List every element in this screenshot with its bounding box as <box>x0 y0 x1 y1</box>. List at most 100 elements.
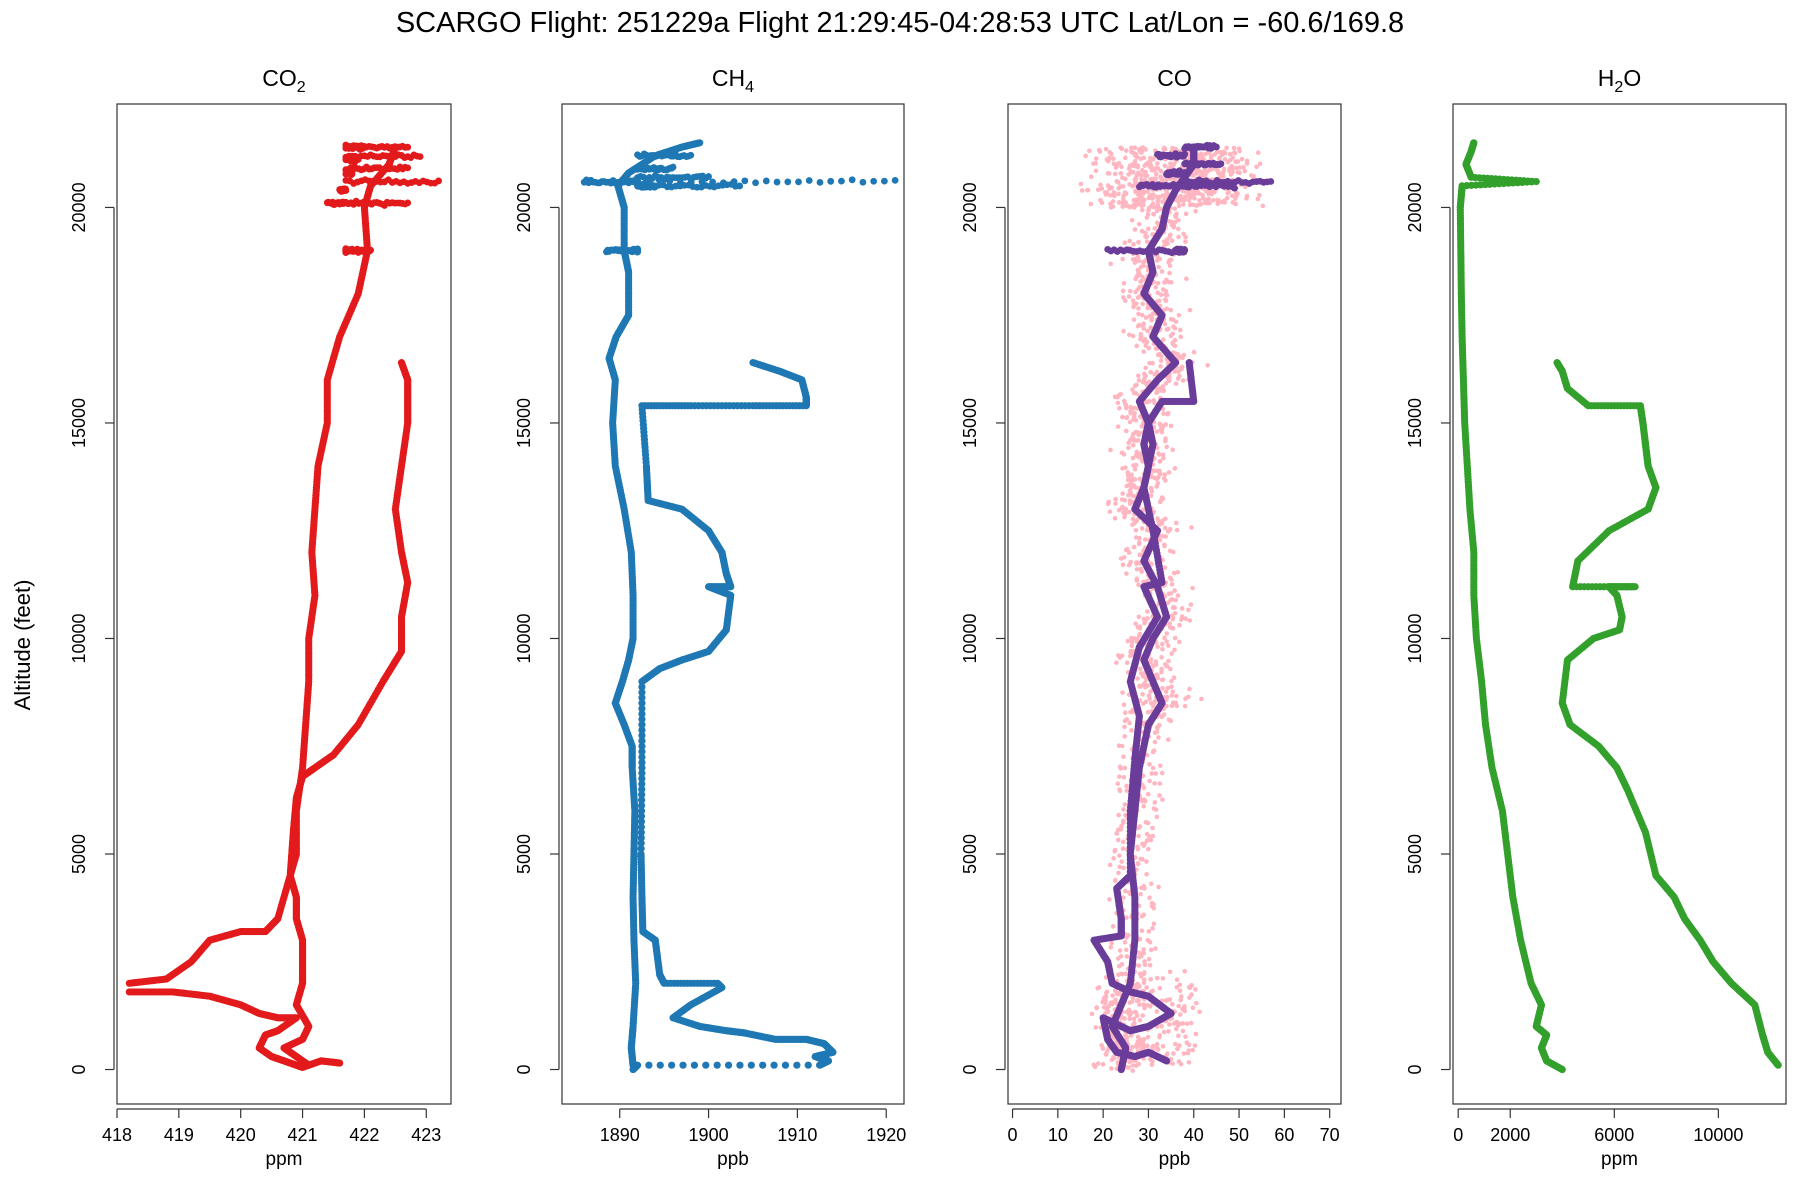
co-raw-point <box>1154 1009 1160 1014</box>
co-raw-point <box>1123 888 1128 894</box>
co-raw-point <box>1128 559 1133 565</box>
x-tick-label: 1920 <box>866 1125 906 1145</box>
co-raw-point <box>1118 391 1123 397</box>
co-raw-point <box>1148 493 1154 499</box>
co-raw-point <box>1125 470 1131 475</box>
data-point <box>736 182 744 190</box>
co-raw-point <box>1093 1025 1099 1030</box>
co-raw-point <box>1176 639 1182 645</box>
co-raw-point <box>1087 148 1092 154</box>
co-raw-point <box>1169 684 1174 690</box>
co-raw-point <box>1166 470 1172 475</box>
co-raw-point <box>1181 352 1187 358</box>
co-raw-point <box>1183 616 1189 621</box>
co-raw-point <box>1130 1022 1136 1027</box>
co-raw-point <box>1083 153 1088 159</box>
co-raw-point <box>1187 686 1192 692</box>
co-raw-point <box>1161 1029 1167 1035</box>
co-raw-point <box>1104 989 1110 995</box>
co-raw-point <box>1108 193 1113 198</box>
co-raw-point <box>1124 947 1129 953</box>
co-raw-point <box>1134 560 1139 565</box>
co-raw-point <box>1124 915 1129 920</box>
data-point <box>638 721 646 729</box>
co-raw-point <box>1134 343 1140 349</box>
co-raw-point <box>1172 206 1178 211</box>
data-point <box>880 177 888 185</box>
co-raw-point <box>1155 480 1161 486</box>
co-raw-point <box>1166 658 1171 664</box>
data-point <box>759 1061 767 1069</box>
co-raw-point <box>1129 148 1134 154</box>
co-raw-point <box>1152 800 1158 805</box>
co-raw-point <box>1152 226 1158 231</box>
co-raw-point <box>1122 190 1128 195</box>
co-raw-point <box>1145 1034 1151 1040</box>
x-tick-label: 10 <box>1048 1125 1068 1145</box>
co-raw-point <box>1119 1015 1125 1020</box>
co-raw-point <box>1150 825 1155 831</box>
co-raw-point <box>1131 317 1137 322</box>
co-raw-point <box>1146 345 1152 351</box>
co-raw-point <box>1161 712 1167 717</box>
co-raw-point <box>1141 321 1146 326</box>
co-raw-point <box>1098 182 1103 188</box>
series-ch4-ascent <box>605 139 704 1069</box>
co-raw-point <box>1085 187 1090 193</box>
co-raw-point <box>1136 306 1141 311</box>
x-tick-label: 70 <box>1320 1125 1340 1145</box>
co-raw-point <box>1130 442 1136 448</box>
co-raw-point <box>1122 939 1128 945</box>
co-raw-point <box>1135 437 1141 443</box>
co-raw-point <box>1191 349 1197 355</box>
co-raw-point <box>1132 145 1138 150</box>
co-raw-point <box>1110 993 1115 998</box>
co-raw-point <box>1165 241 1170 246</box>
co-raw-point <box>1148 657 1154 662</box>
co-raw-point <box>1157 471 1163 477</box>
co-raw-point <box>1095 187 1101 193</box>
co-raw-point <box>1218 171 1224 177</box>
co-raw-point <box>1165 360 1171 365</box>
co-raw-point <box>1143 365 1149 371</box>
co-raw-point <box>1160 384 1165 389</box>
data-layer-co <box>1078 141 1275 1074</box>
x-axis-ch4: 1890 1900 1910 1920 <box>600 1108 906 1145</box>
co-raw-point <box>1147 962 1153 968</box>
data-point <box>638 764 646 772</box>
data-point <box>638 710 646 718</box>
x-tick-label: 421 <box>288 1125 318 1145</box>
co-raw-point <box>1171 675 1177 681</box>
co-raw-point <box>1171 223 1177 229</box>
data-point <box>367 246 374 254</box>
co-raw-point <box>1139 526 1145 531</box>
co-raw-point <box>1143 315 1149 320</box>
co-raw-point <box>1176 197 1182 203</box>
co-raw-point <box>1107 862 1113 868</box>
co-raw-point <box>1157 781 1163 786</box>
co-raw-point <box>1094 1005 1099 1010</box>
co-raw-point <box>1115 781 1121 787</box>
co-raw-point <box>1113 878 1118 884</box>
co-raw-point <box>1142 680 1148 686</box>
co-raw-point <box>1138 156 1143 161</box>
y-tick-label: 0 <box>69 1065 89 1075</box>
co-raw-point <box>1233 201 1239 207</box>
co-raw-point <box>1171 1051 1176 1056</box>
co-raw-point <box>1116 185 1122 191</box>
co-raw-point <box>1144 527 1150 533</box>
co-raw-point <box>1118 954 1124 959</box>
co-raw-point <box>1130 1063 1136 1068</box>
co-raw-point <box>1234 165 1239 171</box>
data-point <box>637 812 646 820</box>
co-raw-point <box>1139 928 1145 934</box>
co-raw-point <box>1100 1062 1106 1067</box>
co-raw-point <box>1124 483 1129 489</box>
co-raw-point <box>1099 1043 1104 1048</box>
co-raw-point <box>1177 1012 1183 1017</box>
co-raw-point <box>1153 659 1159 664</box>
co-raw-point <box>1104 157 1110 162</box>
co-raw-point <box>1154 429 1160 434</box>
co-raw-point <box>1154 208 1160 214</box>
